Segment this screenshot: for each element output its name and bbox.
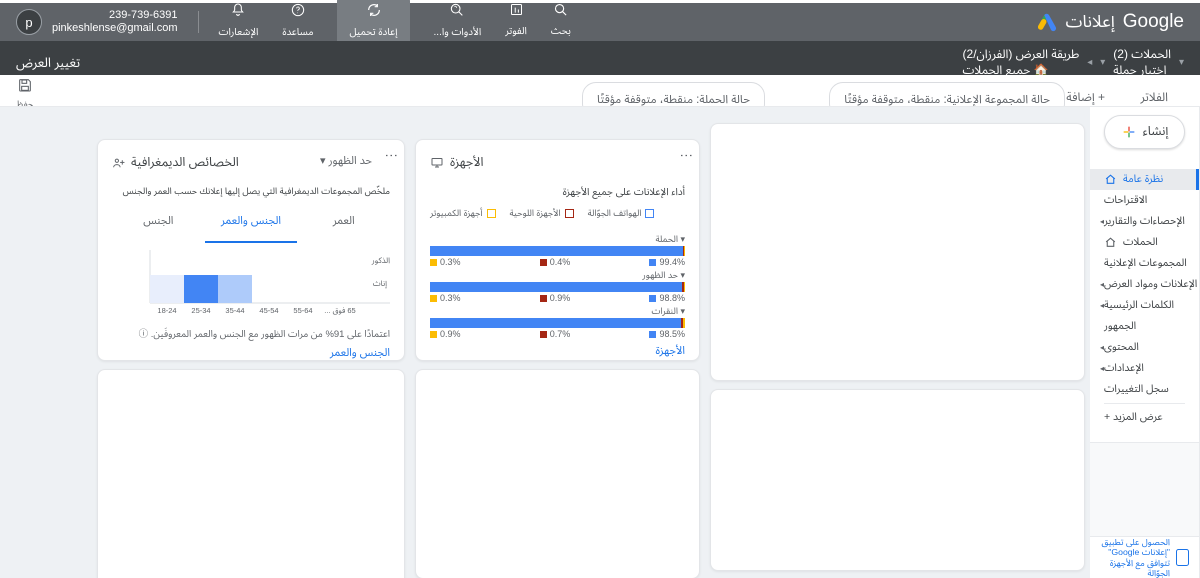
svg-text:35-44: 35-44	[225, 306, 244, 315]
svg-text:45-54: 45-54	[259, 306, 278, 315]
svg-text:55-64: 55-64	[293, 306, 312, 315]
svg-text:18-24: 18-24	[157, 306, 176, 315]
svg-text:65 فوق ...: 65 فوق ...	[324, 306, 355, 315]
svg-text:25-34: 25-34	[191, 306, 210, 315]
